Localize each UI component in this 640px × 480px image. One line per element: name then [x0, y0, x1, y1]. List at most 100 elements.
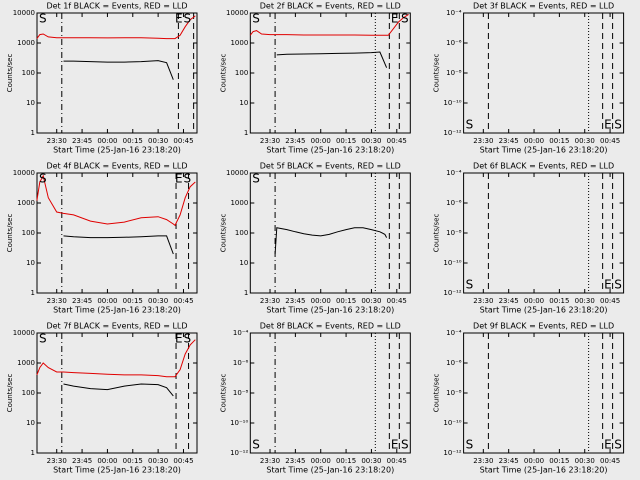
x-axis-label: Start Time (25-Jan-16 23:18:20)	[266, 466, 394, 475]
x-tick-label: 00:30	[361, 297, 381, 305]
series-line	[63, 383, 174, 397]
event-annotation: S	[252, 172, 260, 186]
event-annotation: S	[466, 438, 474, 452]
y-tick-label: 10⁻¹⁰	[443, 259, 461, 267]
x-tick-label: 00:15	[123, 137, 143, 145]
chart-title: Det 8f BLACK = Events, RED = LLD	[260, 322, 401, 331]
x-tick-label: 00:15	[336, 297, 356, 305]
x-tick-label: 00:00	[524, 457, 544, 465]
plot-frame	[249, 172, 411, 294]
y-tick-label: 1000	[230, 199, 248, 207]
x-tick-label: 00:00	[97, 297, 117, 305]
x-tick-label: 00:15	[549, 297, 569, 305]
y-tick-label: 100	[22, 389, 35, 397]
x-tick-label: 23:45	[72, 137, 92, 145]
y-axis-label: Counts/sec	[219, 214, 227, 253]
y-tick-label: 10⁻¹²	[230, 449, 248, 457]
event-annotation: S	[252, 12, 260, 26]
event-annotation: S	[39, 12, 47, 26]
x-tick-label: 23:30	[47, 457, 67, 465]
y-tick-label: 100	[22, 229, 35, 237]
y-tick-label: 10⁻¹⁰	[443, 419, 461, 427]
y-tick-label: 10000	[13, 169, 35, 177]
x-tick-label: 23:45	[499, 457, 519, 465]
event-annotation: S	[401, 438, 409, 452]
event-annotation: S	[401, 12, 409, 26]
event-annotation: S	[614, 118, 622, 132]
x-tick-label: 23:45	[285, 137, 305, 145]
plot-frame	[249, 12, 411, 134]
x-tick-label: 00:45	[600, 137, 620, 145]
x-tick-label: 00:45	[600, 297, 620, 305]
plot-frame	[463, 12, 625, 134]
x-tick-label: 00:30	[148, 297, 168, 305]
event-annotation: E	[604, 278, 612, 292]
x-axis-label: Start Time (25-Jan-16 23:18:20)	[266, 306, 394, 315]
y-tick-label: 10	[26, 99, 35, 107]
x-tick-label: 23:30	[473, 137, 493, 145]
x-tick-label: 23:30	[260, 457, 280, 465]
x-tick-label: 23:30	[473, 457, 493, 465]
x-tick-label: 23:45	[285, 297, 305, 305]
x-tick-label: 00:30	[148, 137, 168, 145]
y-tick-label: 10000	[13, 329, 35, 337]
y-tick-label: 10⁻⁴	[446, 329, 462, 337]
event-annotation: S	[39, 172, 47, 186]
event-annotation: S	[183, 172, 191, 186]
plot-frame	[36, 332, 198, 454]
y-tick-label: 1	[244, 129, 248, 137]
chart-title: Det 3f BLACK = Events, RED = LLD	[473, 2, 614, 11]
x-axis-label: Start Time (25-Jan-16 23:18:20)	[480, 306, 608, 315]
x-tick-label: 23:30	[260, 137, 280, 145]
event-annotation: E	[391, 12, 399, 26]
event-annotation: S	[466, 278, 474, 292]
y-tick-label: 10⁻¹²	[443, 449, 461, 457]
chart-title: Det 4f BLACK = Events, RED = LLD	[46, 162, 187, 171]
y-tick-label: 10⁻⁸	[446, 389, 462, 397]
chart-title: Det 5f BLACK = Events, RED = LLD	[260, 162, 401, 171]
y-tick-label: 10	[239, 99, 248, 107]
x-tick-label: 00:15	[336, 457, 356, 465]
series-line	[63, 60, 174, 80]
x-tick-label: 00:30	[361, 137, 381, 145]
event-annotation: S	[614, 278, 622, 292]
y-axis-label: Counts/sec	[433, 54, 441, 93]
x-tick-label: 00:30	[575, 137, 595, 145]
series-line	[249, 13, 409, 36]
y-axis-label: Counts/sec	[6, 374, 14, 413]
event-annotation: E	[175, 332, 183, 346]
y-tick-label: 100	[22, 69, 35, 77]
x-tick-label: 00:15	[549, 457, 569, 465]
series-line	[274, 227, 388, 255]
x-axis-label: Start Time (25-Jan-16 23:18:20)	[480, 146, 608, 155]
x-tick-label: 23:45	[499, 297, 519, 305]
y-tick-label: 10	[239, 259, 248, 267]
y-tick-label: 1000	[17, 359, 35, 367]
y-tick-label: 10	[26, 259, 35, 267]
y-axis-label: Counts/sec	[6, 214, 14, 253]
event-annotation: E	[604, 118, 612, 132]
y-axis-label: Counts/sec	[433, 374, 441, 413]
y-tick-label: 10⁻⁸	[233, 389, 249, 397]
series-line	[36, 15, 196, 40]
y-axis-label: Counts/sec	[219, 374, 227, 413]
event-annotation: S	[252, 438, 260, 452]
y-tick-label: 10⁻⁶	[446, 39, 462, 47]
y-tick-label: 10⁻¹²	[443, 129, 461, 137]
series-line	[276, 51, 388, 68]
x-tick-label: 00:30	[361, 457, 381, 465]
y-tick-label: 10⁻⁶	[446, 199, 462, 207]
x-tick-label: 23:45	[72, 297, 92, 305]
x-tick-label: 00:45	[173, 297, 193, 305]
y-tick-label: 10⁻¹⁰	[443, 99, 461, 107]
x-tick-label: 00:45	[387, 457, 407, 465]
event-annotation: S	[39, 332, 47, 346]
y-tick-label: 10⁻¹²	[443, 289, 461, 297]
x-tick-label: 00:15	[549, 137, 569, 145]
event-annotation: E	[175, 12, 183, 26]
y-tick-label: 10⁻¹⁰	[230, 419, 248, 427]
y-tick-label: 10⁻⁴	[233, 329, 249, 337]
event-annotation: S	[183, 12, 191, 26]
plot-frame	[249, 332, 411, 454]
